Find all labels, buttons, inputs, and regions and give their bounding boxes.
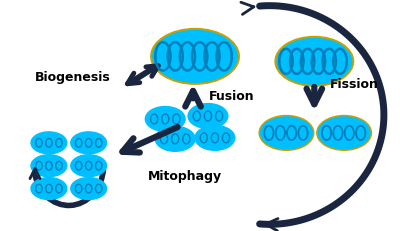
Ellipse shape [31, 178, 67, 200]
Ellipse shape [151, 29, 239, 85]
Ellipse shape [153, 31, 237, 83]
Ellipse shape [259, 116, 314, 151]
Ellipse shape [71, 132, 106, 154]
Ellipse shape [145, 107, 185, 132]
Text: Fission: Fission [330, 77, 378, 90]
Ellipse shape [318, 118, 370, 149]
Text: Biogenesis: Biogenesis [35, 70, 111, 83]
Ellipse shape [188, 104, 228, 129]
Ellipse shape [31, 132, 67, 154]
Ellipse shape [277, 39, 352, 85]
Ellipse shape [275, 37, 354, 87]
Text: Mitophagy: Mitophagy [148, 169, 222, 182]
Ellipse shape [31, 155, 67, 177]
Ellipse shape [71, 178, 106, 200]
Ellipse shape [317, 116, 372, 151]
Ellipse shape [155, 127, 195, 152]
Ellipse shape [71, 155, 106, 177]
Ellipse shape [195, 126, 235, 151]
Text: Fusion: Fusion [209, 89, 255, 102]
Ellipse shape [261, 118, 312, 149]
